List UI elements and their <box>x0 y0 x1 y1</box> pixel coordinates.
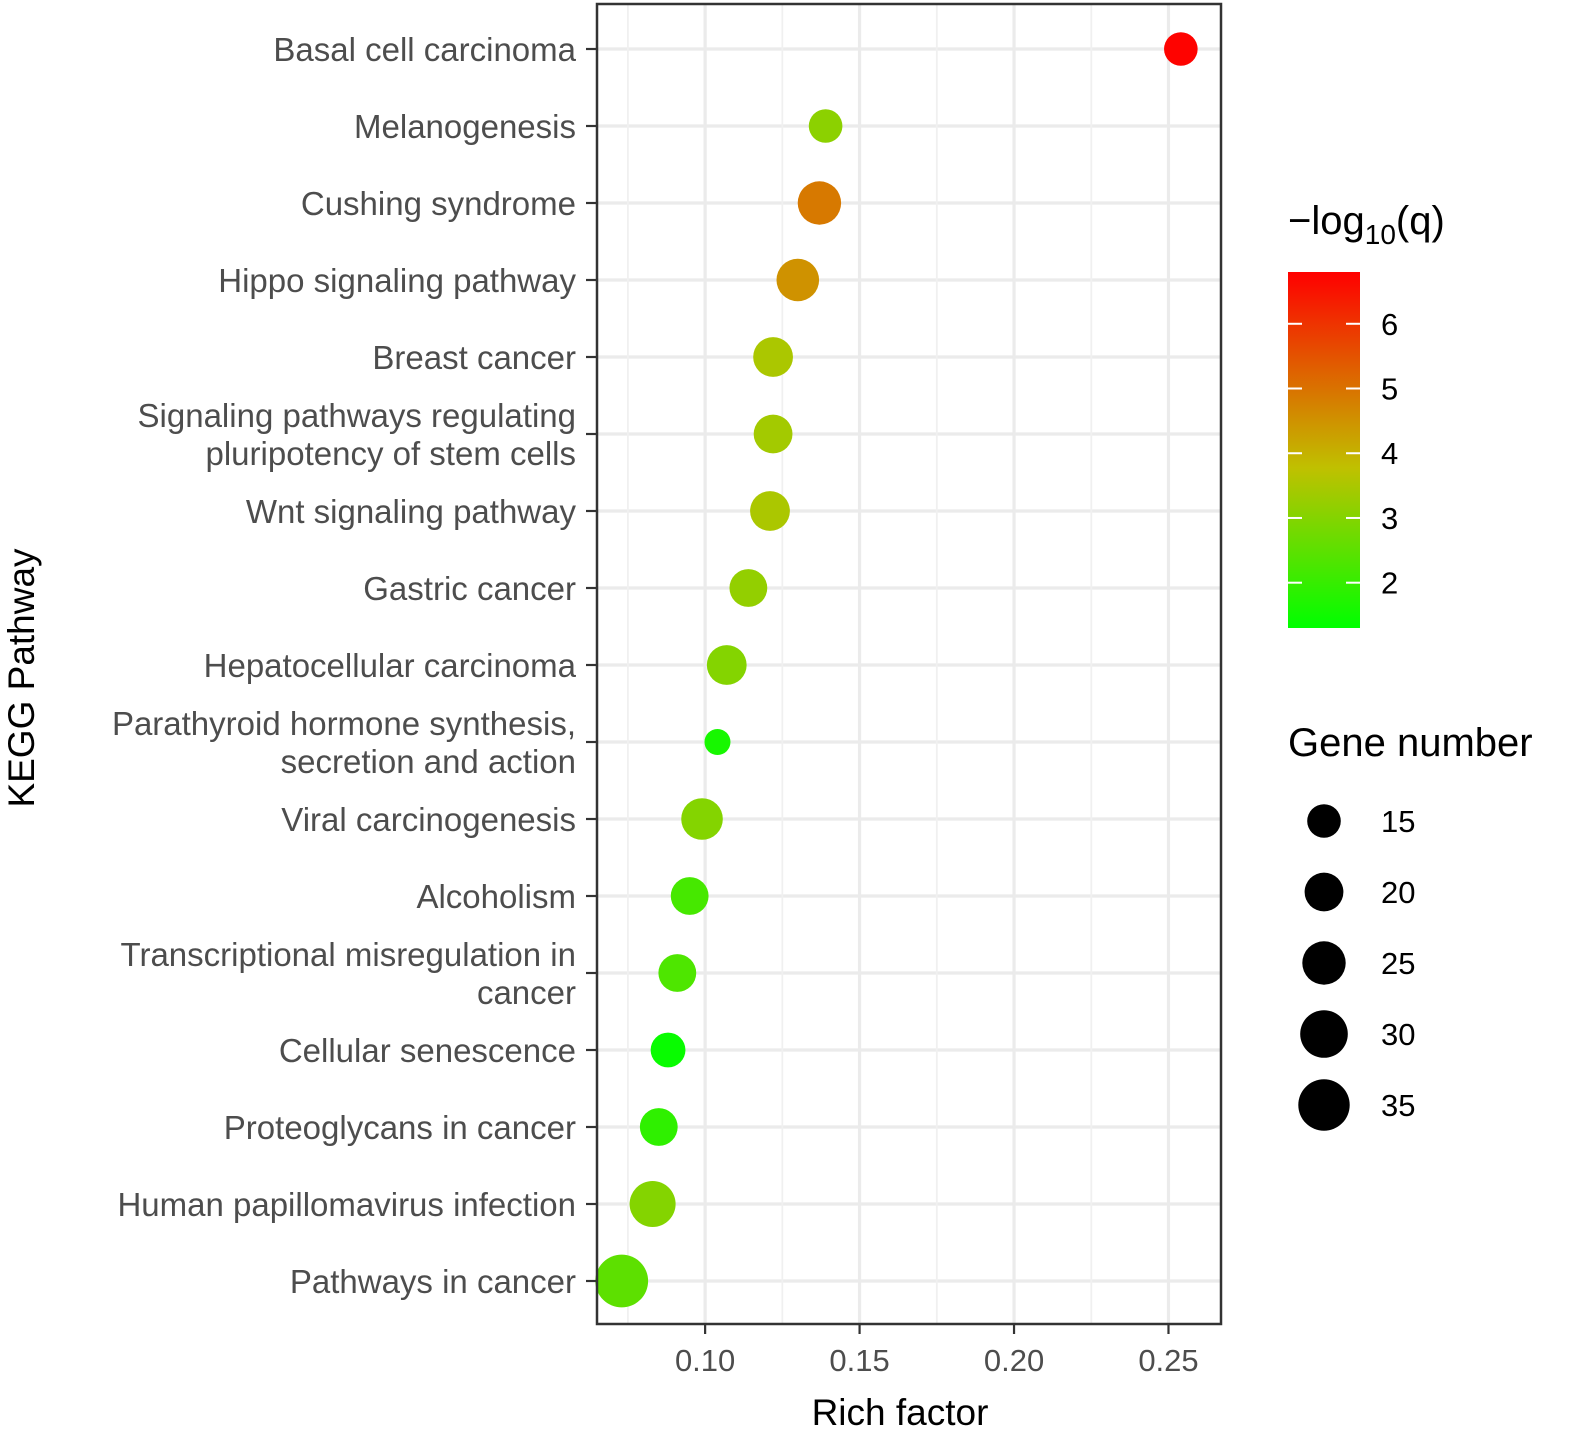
y-tick-label: Human papillomavirus infection <box>117 1186 576 1223</box>
colorbar-ticks: 2 3 4 5 6 <box>1288 307 1398 601</box>
y-tick-label-line: Transcriptional misregulation in <box>121 936 576 973</box>
data-point <box>750 491 790 531</box>
x-tick-label: 0.15 <box>829 1343 889 1378</box>
y-tick-label: Breast cancer <box>372 339 576 376</box>
size-legend-label: 25 <box>1381 946 1415 981</box>
data-point <box>595 1254 649 1308</box>
y-tick-label-line: Gastric cancer <box>363 570 576 607</box>
y-tick-label-line: Breast cancer <box>372 339 576 376</box>
y-tick-label: Hepatocellular carcinoma <box>204 647 577 684</box>
y-tick-label-line: Parathyroid hormone synthesis, <box>112 705 576 742</box>
color-legend-title-end: (q) <box>1396 199 1445 243</box>
y-tick-label-line: Cushing syndrome <box>301 185 576 222</box>
data-point <box>639 1108 678 1146</box>
data-point <box>704 729 731 755</box>
size-legend-title: Gene number <box>1288 721 1533 765</box>
y-tick-label-line: Alcoholism <box>416 878 576 915</box>
size-legend-label: 20 <box>1381 875 1415 910</box>
size-legend-circle <box>1298 1079 1350 1131</box>
y-tick-label: Viral carcinogenesis <box>281 801 576 838</box>
y-tick-label-line: Pathways in cancer <box>290 1263 576 1300</box>
data-point <box>776 258 820 302</box>
size-legend-circle <box>1302 941 1346 985</box>
y-tick-label-line: pluripotency of stem cells <box>206 435 577 472</box>
y-tick-label-line: Human papillomavirus infection <box>117 1186 576 1223</box>
y-tick-label-line: Melanogenesis <box>354 108 576 145</box>
y-tick-label: Proteoglycans in cancer <box>224 1109 576 1146</box>
data-point <box>753 414 793 454</box>
data-point <box>658 954 697 992</box>
data-point <box>629 1181 676 1227</box>
data-point <box>706 645 747 685</box>
y-tick-label-line: Viral carcinogenesis <box>281 801 576 838</box>
y-tick-label: Hippo signaling pathway <box>218 262 576 299</box>
colorbar <box>1288 272 1360 628</box>
y-axis: Basal cell carcinoma Melanogenesis Cushing… <box>112 31 597 1300</box>
y-tick-label-line: cancer <box>477 974 576 1011</box>
y-tick-label: Pathways in cancer <box>290 1263 576 1300</box>
colorbar-tick-label: 3 <box>1381 501 1398 536</box>
x-tick-label: 0.10 <box>675 1343 735 1378</box>
colorbar-tick-label: 4 <box>1381 436 1398 471</box>
data-point <box>753 337 793 377</box>
data-point <box>650 1032 686 1068</box>
colorbar-tick-label: 6 <box>1381 307 1398 342</box>
y-tick-label-line: Cellular senescence <box>279 1032 576 1069</box>
size-legend-circle <box>1307 804 1341 838</box>
y-tick-label: Alcoholism <box>416 878 576 915</box>
y-tick-label-line: Signaling pathways regulating <box>138 397 576 434</box>
size-legend-circle <box>1300 1010 1348 1058</box>
colorbar-tick-label: 2 <box>1381 566 1398 601</box>
size-legend: Gene number 15 20 25 30 35 <box>1288 721 1533 1131</box>
color-legend: −log10(q) 2 3 4 5 6 <box>1288 199 1445 628</box>
y-tick-label-line: Hepatocellular carcinoma <box>204 647 577 684</box>
data-point <box>808 109 843 143</box>
grid-lines <box>597 4 1221 1324</box>
size-legend-label: 15 <box>1381 804 1415 839</box>
x-tick-label: 0.25 <box>1138 1343 1198 1378</box>
y-tick-label: Cellular senescence <box>279 1032 576 1069</box>
y-tick-label-line: Basal cell carcinoma <box>273 31 576 68</box>
y-tick-label: Signaling pathways regulating pluripotenc… <box>138 397 576 472</box>
color-legend-title-main: −log <box>1288 199 1365 243</box>
colorbar-tick-label: 5 <box>1381 372 1398 407</box>
color-legend-title-sub: 10 <box>1365 219 1396 250</box>
x-axis-title: Rich factor <box>812 1392 989 1433</box>
y-tick-label-line: Wnt signaling pathway <box>246 493 577 530</box>
color-legend-title: −log10(q) <box>1288 199 1445 250</box>
data-points <box>595 32 1198 1308</box>
size-legend-label: 35 <box>1381 1088 1415 1123</box>
data-point <box>681 798 723 840</box>
size-legend-items: 15 20 25 30 35 <box>1298 804 1415 1131</box>
y-tick-label: Melanogenesis <box>354 108 576 145</box>
y-tick-label: Basal cell carcinoma <box>273 31 576 68</box>
x-axis: 0.10 0.15 0.20 0.25 <box>675 1324 1199 1378</box>
x-tick-label: 0.20 <box>984 1343 1044 1378</box>
data-point <box>1164 32 1198 66</box>
data-point <box>729 569 768 607</box>
y-tick-label: Gastric cancer <box>363 570 576 607</box>
data-point <box>670 877 709 915</box>
size-legend-label: 30 <box>1381 1017 1415 1052</box>
size-legend-circle <box>1304 872 1344 912</box>
y-tick-label: Cushing syndrome <box>301 185 576 222</box>
y-tick-label: Transcriptional misregulation in cancer <box>121 936 576 1011</box>
y-tick-label: Wnt signaling pathway <box>246 493 577 530</box>
data-point <box>797 181 842 225</box>
y-tick-label-line: secretion and action <box>281 743 576 780</box>
y-tick-label-line: Proteoglycans in cancer <box>224 1109 576 1146</box>
y-tick-label-line: Hippo signaling pathway <box>218 262 576 299</box>
y-tick-label: Parathyroid hormone synthesis, secretion … <box>112 705 576 780</box>
y-axis-title: KEGG Pathway <box>1 548 42 808</box>
